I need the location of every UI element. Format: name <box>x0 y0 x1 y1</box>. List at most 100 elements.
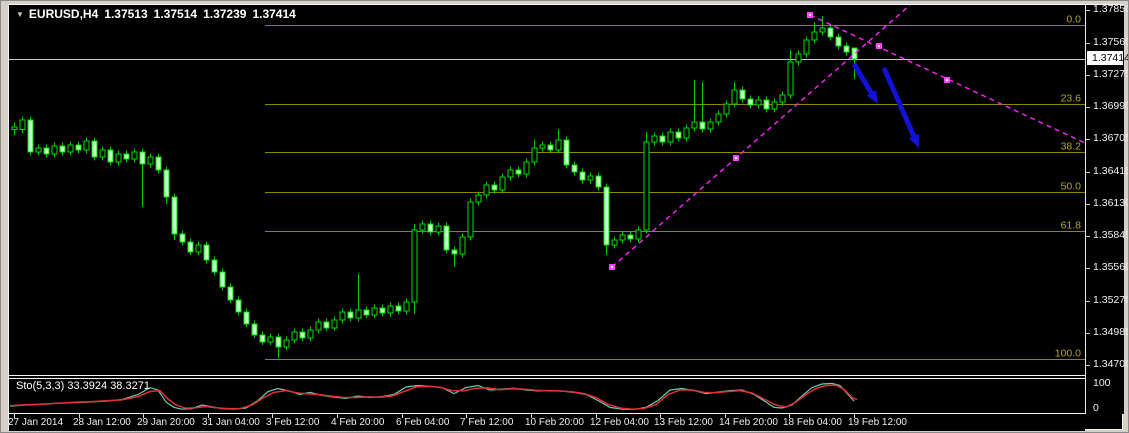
candle-body <box>275 336 282 348</box>
candle-body <box>707 121 714 130</box>
price-axis-tick <box>1086 172 1090 173</box>
price-axis-tick <box>1086 10 1090 11</box>
time-axis-label: 28 Jan 12:00 <box>73 417 131 428</box>
price-axis-tick <box>1086 333 1090 334</box>
down-arrow-stem[interactable] <box>881 66 917 138</box>
candle-body <box>235 299 242 313</box>
time-axis-label: 13 Feb 12:00 <box>654 417 713 428</box>
candle-body <box>523 161 530 175</box>
time-axis-tick <box>143 414 144 418</box>
down-arrow-head[interactable] <box>908 133 919 148</box>
candle-body <box>467 201 474 238</box>
price-axis-tick <box>1086 75 1090 76</box>
candle-body <box>611 239 618 246</box>
downtrend-anchor-center <box>809 14 811 16</box>
time-axis-tick <box>466 414 467 418</box>
price-axis-label: 1.36705 <box>1093 132 1129 144</box>
chart-dropdown-icon[interactable]: ▼ <box>16 10 24 19</box>
time-axis-tick <box>531 414 532 418</box>
price-axis-tick <box>1086 139 1090 140</box>
price-axis-separator <box>1085 5 1086 414</box>
time-axis-label: 18 Feb 04:00 <box>783 417 842 428</box>
candle-body <box>203 244 210 261</box>
candle-body <box>147 156 154 165</box>
candle-body <box>491 184 498 191</box>
candle-body <box>187 241 194 253</box>
time-axis-label: 3 Feb 12:00 <box>266 417 320 428</box>
candle-body <box>443 225 450 251</box>
candle-body <box>59 145 66 153</box>
candle-body <box>195 244 202 253</box>
time-axis-label: 31 Jan 04:00 <box>202 417 260 428</box>
candle-body <box>555 139 562 151</box>
candle-body <box>531 147 538 163</box>
candle-body <box>411 229 418 303</box>
candle-body <box>19 119 26 130</box>
down-arrow-head[interactable] <box>866 90 878 104</box>
uptrend-line[interactable] <box>611 5 911 268</box>
chart-client-area: 0.0 23.6 38.2 50.0 61.8 100.0 ▼ EURUSD,H4 1.375… <box>8 3 1128 431</box>
time-axis-tick <box>402 414 403 418</box>
candle-body <box>579 171 586 181</box>
quote-high: 1.37514 <box>153 7 198 21</box>
candle-body <box>211 259 218 273</box>
stochastic-values: 33.3924 38.3271 <box>67 380 150 392</box>
time-axis-tick <box>272 414 273 418</box>
candle-body <box>267 336 274 343</box>
main-chart-pane[interactable]: 0.0 23.6 38.2 50.0 61.8 100.0 ▼ EURUSD,H4 1.375… <box>9 5 1085 375</box>
candle-body <box>827 27 834 38</box>
price-axis-label: 1.35560 <box>1093 261 1129 273</box>
candle-body <box>179 233 186 243</box>
downtrend-line[interactable] <box>809 14 1085 144</box>
candle-body <box>483 184 490 196</box>
time-axis-tick <box>79 414 80 418</box>
candle-body <box>675 131 682 139</box>
time-axis-label: 27 Jan 2014 <box>8 417 64 428</box>
candle-body <box>459 236 466 255</box>
candle-body <box>763 99 770 110</box>
fib-level-label: 50.0 <box>1061 181 1082 193</box>
candle-body <box>835 36 842 47</box>
quote-low: 1.37239 <box>203 7 247 21</box>
candle-body <box>715 113 722 123</box>
time-axis-label: 29 Jan 20:00 <box>137 417 195 428</box>
candle-body <box>251 323 258 336</box>
price-axis-tick <box>1086 268 1090 269</box>
price-axis-label: 1.36415 <box>1093 165 1129 177</box>
candle-body <box>291 331 298 341</box>
candlestick-chart-canvas[interactable]: 0.0 23.6 38.2 50.0 61.8 100.0 <box>9 5 1085 375</box>
candle-body <box>403 301 410 312</box>
fib-level-label: 38.2 <box>1061 141 1082 153</box>
candle-body <box>787 61 794 96</box>
price-axis-tick <box>1086 301 1090 302</box>
candle-body <box>603 186 610 246</box>
candle-body <box>651 135 658 143</box>
price-axis[interactable]: 1.37850 1.37560 1.37275 1.36990 1.36705 1.364… <box>1086 3 1128 414</box>
candle-body <box>515 169 522 175</box>
price-axis-tick <box>1086 107 1090 108</box>
candle-body <box>347 311 354 319</box>
time-axis-tick <box>14 414 15 418</box>
downtrend-anchor-center <box>878 45 880 47</box>
quote-close: 1.37414 <box>252 7 296 21</box>
stochastic-canvas[interactable] <box>9 379 1085 413</box>
stochastic-scale-label: 100 <box>1093 377 1111 389</box>
time-axis[interactable]: 27 Jan 2014 28 Jan 12:00 29 Jan 20:00 31 Ja… <box>8 414 1085 431</box>
price-axis-label: 1.36990 <box>1093 100 1129 112</box>
stochastic-pane[interactable]: Sto(5,3,3) 33.3924 38.3271 <box>9 379 1085 413</box>
price-axis-label: 1.34700 <box>1093 358 1129 370</box>
candle-body <box>299 331 306 339</box>
chart-symbol-period: EURUSD,H4 <box>28 7 99 21</box>
down-arrow-stem[interactable] <box>851 62 874 95</box>
time-axis-label: 12 Feb 04:00 <box>590 417 649 428</box>
candle-body <box>755 99 762 106</box>
candle-body <box>379 307 386 314</box>
candle-body <box>323 321 330 329</box>
pane-splitter[interactable] <box>9 375 1124 379</box>
candle-body <box>115 153 122 163</box>
price-axis-label: 1.35845 <box>1093 229 1129 241</box>
candle-body <box>355 309 362 319</box>
candle-body <box>67 144 74 153</box>
time-axis-tick <box>208 414 209 418</box>
